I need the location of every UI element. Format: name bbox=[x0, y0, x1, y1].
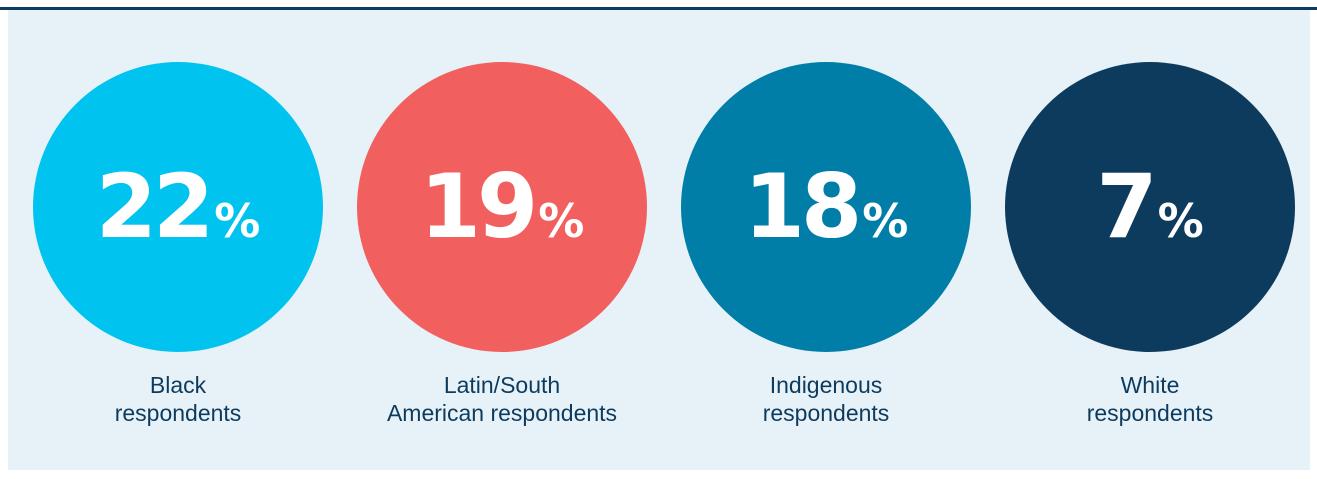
percentage: 19% bbox=[420, 155, 585, 258]
label: respondents bbox=[1087, 400, 1214, 426]
percentage-unit: % bbox=[538, 194, 584, 248]
percentage: 22% bbox=[96, 155, 261, 258]
label: White bbox=[1121, 372, 1180, 398]
percentage-unit: % bbox=[1158, 194, 1204, 248]
percentage: 18% bbox=[744, 155, 909, 258]
circle bbox=[357, 62, 647, 352]
percentage-value: 7 bbox=[1096, 155, 1153, 258]
label: American respondents bbox=[387, 400, 617, 426]
label: Latin/South bbox=[444, 372, 560, 398]
percentage-value: 19 bbox=[420, 155, 534, 258]
circle bbox=[1005, 62, 1295, 352]
percentage: 7% bbox=[1096, 155, 1203, 258]
label: respondents bbox=[763, 400, 890, 426]
percentage-value: 22 bbox=[96, 155, 210, 258]
percentage-unit: % bbox=[862, 194, 908, 248]
percentage-unit: % bbox=[214, 194, 260, 248]
label: Black bbox=[150, 372, 207, 398]
top-rule bbox=[0, 7, 1317, 10]
percentage-value: 18 bbox=[744, 155, 858, 258]
items: 22%Blackrespondents19%Latin/SouthAmerica… bbox=[33, 62, 1295, 426]
label: Indigenous bbox=[770, 372, 883, 398]
circle bbox=[33, 62, 323, 352]
label: respondents bbox=[115, 400, 242, 426]
circle bbox=[681, 62, 971, 352]
